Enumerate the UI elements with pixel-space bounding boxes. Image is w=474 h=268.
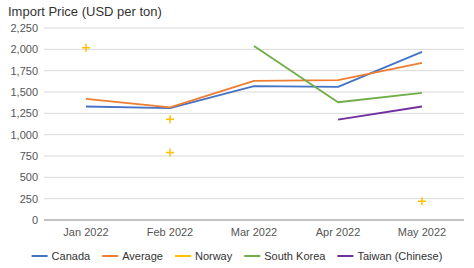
plot-area — [82, 44, 426, 206]
x-tick-label: Apr 2022 — [316, 226, 361, 238]
y-tick-label: 750 — [20, 150, 38, 162]
legend-item: Norway — [175, 250, 233, 262]
grid-line — [44, 113, 464, 114]
y-tick-label: 250 — [20, 193, 38, 205]
point — [166, 115, 174, 123]
x-tick-label: Jan 2022 — [63, 226, 108, 238]
y-tick-label: 1,250 — [10, 107, 38, 119]
legend-item: South Korea — [244, 250, 326, 262]
legend-swatch — [244, 255, 260, 257]
legend-label: Canada — [52, 250, 91, 262]
line — [86, 63, 422, 107]
point — [418, 197, 426, 205]
legend-item: Taiwan (Chinese) — [337, 250, 442, 262]
scatter-series — [82, 44, 426, 206]
y-tick-label: 1,500 — [10, 86, 38, 98]
legend-label: South Korea — [264, 250, 326, 262]
y-tick-label: 1,750 — [10, 65, 38, 77]
line — [338, 107, 422, 120]
legend-item: Average — [102, 250, 163, 262]
legend: Canada Average Norway South Korea Taiwan (Ch… — [32, 250, 443, 262]
x-tick-label: Mar 2022 — [231, 226, 277, 238]
x-axis-line — [44, 220, 464, 221]
chart: Import Price (USD per ton) 0 250 500 750 1,00… — [0, 0, 474, 268]
y-tick-label: 500 — [20, 171, 38, 183]
line — [86, 52, 422, 108]
line — [254, 46, 422, 102]
grid-line — [44, 156, 464, 157]
y-axis: 0 250 500 750 1,000 1,250 1,500 1,750 2,000 2,250 — [10, 22, 464, 226]
x-tick-label: May 2022 — [398, 226, 446, 238]
legend-label: Average — [122, 250, 163, 262]
y-tick-label: 0 — [32, 214, 38, 226]
y-tick-label: 2,000 — [10, 43, 38, 55]
grid-line — [44, 49, 464, 50]
y-tick-label: 2,250 — [10, 22, 38, 34]
grid-line — [44, 70, 464, 71]
grid-line — [44, 28, 464, 29]
grid-line — [44, 134, 464, 135]
title: Import Price (USD per ton) — [8, 4, 162, 19]
legend-swatch — [175, 255, 191, 257]
grid-line — [44, 177, 464, 178]
legend-label: Norway — [195, 250, 233, 262]
grid-line — [44, 220, 464, 221]
legend-swatch — [32, 255, 48, 257]
grid-line — [44, 92, 464, 93]
legend-swatch — [337, 255, 353, 257]
x-axis: Jan 2022 Feb 2022 Mar 2022 Apr 2022 May 2022 — [63, 226, 446, 238]
legend-label: Taiwan (Chinese) — [357, 250, 442, 262]
x-tick-label: Feb 2022 — [147, 226, 193, 238]
legend-swatch — [102, 255, 118, 257]
y-tick-label: 1,000 — [10, 129, 38, 141]
point — [166, 149, 174, 157]
grid-line — [44, 198, 464, 199]
point — [82, 44, 90, 52]
legend-item: Canada — [32, 250, 91, 262]
